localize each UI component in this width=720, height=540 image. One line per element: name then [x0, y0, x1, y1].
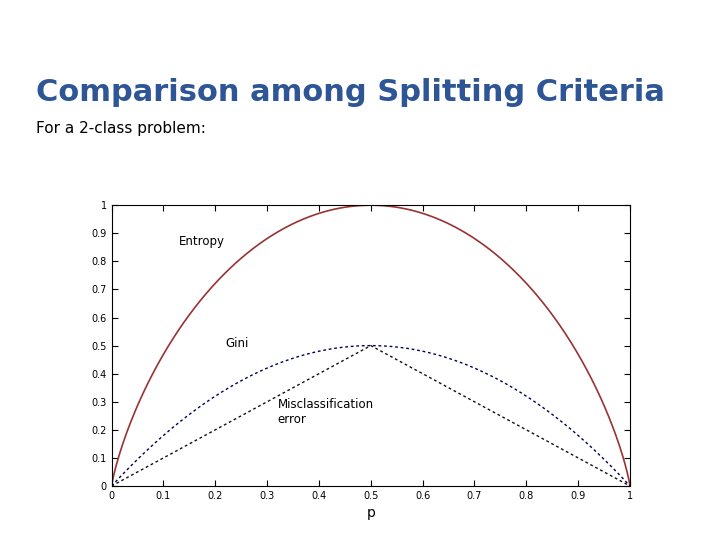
Text: Gini: Gini [225, 337, 249, 350]
Text: Misclassification
error: Misclassification error [277, 398, 374, 426]
Text: Comparison among Splitting Criteria: Comparison among Splitting Criteria [36, 78, 665, 107]
Text: Entropy: Entropy [179, 234, 225, 247]
X-axis label: p: p [366, 507, 375, 521]
Text: For a 2-class problem:: For a 2-class problem: [36, 122, 206, 137]
